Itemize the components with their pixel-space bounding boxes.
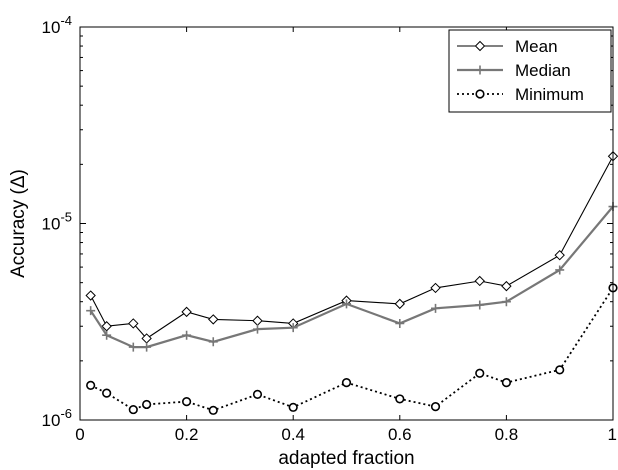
data-point-mean: [394, 298, 406, 310]
axes: 0 0.2 0.4 0.6 0.8 1 10-6 10-5 10-4 adapted fracti…: [8, 13, 617, 469]
data-point-median: [102, 330, 112, 340]
data-point-median: [142, 342, 152, 352]
data-point-mean: [85, 290, 96, 301]
x-axis-label: adapted fraction: [278, 448, 414, 469]
data-point-median: [475, 300, 485, 310]
legend-marker: [475, 89, 485, 99]
data-point-median: [86, 306, 96, 316]
legend-label: Median: [515, 61, 571, 80]
data-point-mean: [474, 275, 485, 287]
data-point-minimum: [182, 397, 192, 407]
data-point-median: [342, 299, 351, 309]
data-point-minimum: [501, 377, 512, 388]
series-mean: [85, 151, 618, 344]
y-tick-label: 10-5: [42, 210, 72, 234]
y-tick-label: 10-6: [42, 406, 72, 430]
legend-label: Minimum: [515, 85, 584, 104]
y-tick-label: 10-4: [42, 13, 72, 37]
data-point-median: [431, 303, 441, 313]
x-tick-label: 0.4: [281, 425, 305, 444]
x-tick-label: 0.6: [388, 425, 412, 444]
data-point-median: [252, 324, 262, 334]
legend-item-minimum: Minimum: [457, 85, 584, 104]
data-point-mean: [554, 249, 565, 261]
data-point-minimum: [208, 405, 218, 415]
legend-item-mean: Mean: [457, 37, 558, 56]
data-point-minimum: [252, 389, 263, 399]
data-point-minimum: [86, 380, 96, 390]
data-point-minimum: [430, 402, 441, 412]
data-point-minimum: [395, 394, 405, 404]
y-axis-label: Accuracy (Δ): [8, 169, 29, 278]
legend-marker: [475, 65, 485, 75]
data-point-mean: [128, 318, 139, 329]
data-point-median: [128, 342, 138, 352]
data-point-mean: [181, 306, 192, 318]
series-median: [86, 202, 618, 352]
data-point-minimum: [475, 368, 485, 378]
legend-marker: [474, 40, 486, 52]
data-point-minimum: [142, 399, 152, 410]
data-point-median: [501, 297, 511, 307]
data-point-mean: [501, 280, 512, 292]
x-tick-label: 0.8: [495, 425, 519, 444]
data-point-minimum: [102, 388, 112, 398]
legend-item-median: Median: [457, 61, 571, 80]
legend-label: Mean: [515, 37, 558, 56]
data-point-mean: [430, 282, 441, 294]
data-point-median: [555, 265, 565, 275]
data-point-minimum: [341, 377, 352, 388]
data-point-median: [208, 337, 218, 347]
data-point-minimum: [555, 365, 565, 375]
x-tick-label: 0: [75, 425, 84, 444]
data-point-median: [182, 330, 192, 340]
data-point-minimum: [288, 402, 298, 412]
x-tick-label: 1: [608, 425, 617, 444]
x-tick-label: 0.2: [175, 425, 199, 444]
legend: Mean Median Minimum: [448, 29, 612, 113]
data-point-mean: [208, 314, 219, 325]
data-point-median: [288, 323, 298, 333]
data-point-median: [395, 318, 405, 328]
data-point-minimum: [128, 404, 138, 415]
